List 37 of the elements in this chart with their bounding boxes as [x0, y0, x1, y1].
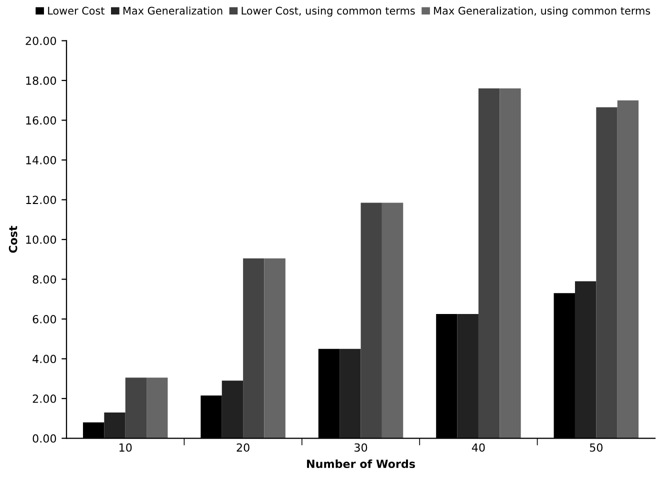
- x-tick-label: 40: [472, 443, 485, 452]
- bar: [125, 378, 147, 438]
- y-tick-label: 6.00: [32, 314, 56, 324]
- y-tick-label: 18.00: [26, 76, 56, 85]
- y-tick-label: 2.00: [32, 394, 56, 403]
- y-tick-label: 8.00: [32, 275, 56, 284]
- bar: [360, 202, 382, 438]
- x-axis-title: Number of Words: [307, 459, 415, 468]
- bar: [617, 100, 639, 438]
- bar: [478, 88, 500, 438]
- bar: [500, 88, 521, 438]
- bar: [146, 378, 168, 438]
- y-tick-label: 4.00: [32, 354, 56, 364]
- x-tick-label: 10: [120, 443, 132, 452]
- x-tick-label: 20: [236, 443, 250, 452]
- y-tick-label: 14.00: [26, 156, 56, 164]
- bar: [340, 348, 361, 438]
- y-tick-label: 20.00: [26, 36, 56, 46]
- bar: [596, 107, 618, 438]
- legend-label: Lower Cost: [48, 6, 105, 15]
- legend-label: Max Generalization: [123, 6, 222, 15]
- x-tick-label: 30: [354, 443, 368, 452]
- x-tick-label: 50: [590, 443, 603, 452]
- bar: [574, 281, 596, 438]
- legend-label: Max Generalization, using common terms: [434, 6, 650, 17]
- y-tick-label: 10.00: [26, 235, 56, 244]
- y-tick-label: 12.00: [26, 196, 56, 204]
- bar: [264, 258, 286, 438]
- legend-label: Lower Cost, using common terms: [242, 6, 415, 17]
- y-tick-label: 0.00: [32, 434, 56, 443]
- y-axis-title: Cost: [8, 226, 18, 253]
- bar: [222, 380, 244, 438]
- bar: [457, 314, 478, 438]
- bar: [104, 412, 126, 438]
- bar: [382, 202, 404, 438]
- bar: [243, 258, 264, 438]
- y-tick-label: 16.00: [26, 116, 56, 125]
